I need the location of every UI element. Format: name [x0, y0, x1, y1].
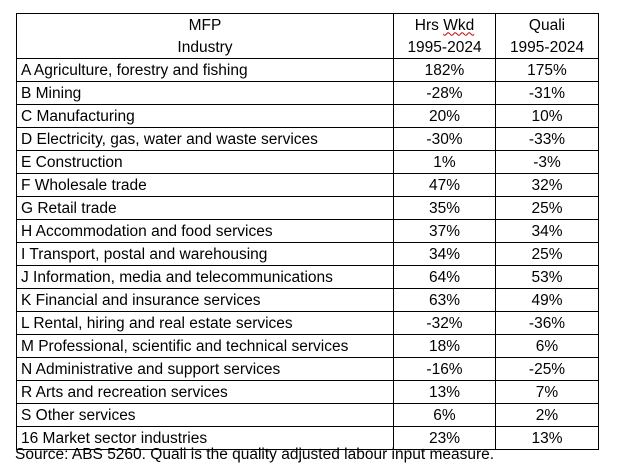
source-note: Source: ABS 5260. Quali is the quality a… [15, 446, 495, 463]
hrs-wkd-cell: 18% [393, 334, 496, 358]
industry-cell: I Transport, postal and warehousing [16, 242, 394, 266]
industry-cell: A Agriculture, forestry and fishing [16, 58, 394, 82]
table-row: D Electricity, gas, water and waste serv… [16, 127, 599, 151]
hrs-wkd-cell: -32% [393, 311, 496, 335]
table-row: I Transport, postal and warehousing 34% 25… [16, 242, 599, 266]
industry-cell: J Information, media and telecommunicati… [16, 265, 394, 289]
header-hrs-period: 1995-2024 [393, 36, 496, 59]
hrs-wkd-cell: 35% [393, 196, 496, 220]
hrs-wkd-cell: 20% [393, 104, 496, 128]
table-row: K Financial and insurance services 63% 49% [16, 288, 599, 312]
hrs-wkd-cell: 182% [393, 58, 496, 82]
quali-cell: -36% [495, 311, 599, 335]
header-hrs-wkd: Hrs Wkd [393, 13, 496, 36]
header-quali-period: 1995-2024 [495, 36, 599, 59]
quali-cell: 7% [495, 380, 599, 404]
table-row: A Agriculture, forestry and fishing 182% 1… [16, 58, 599, 82]
industry-cell: 16 Market sector industries [16, 426, 394, 450]
industry-cell: S Other services [16, 403, 394, 427]
quali-cell: 25% [495, 196, 599, 220]
quali-cell: 13% [495, 426, 599, 450]
industry-cell: B Mining [16, 81, 394, 105]
industry-cell: K Financial and insurance services [16, 288, 394, 312]
quali-cell: 49% [495, 288, 599, 312]
hrs-wkd-cell: 13% [393, 380, 496, 404]
quali-cell: 175% [495, 58, 599, 82]
hrs-wkd-cell: 64% [393, 265, 496, 289]
industry-cell: H Accommodation and food services [16, 219, 394, 243]
table-row: B Mining -28% -31% [16, 81, 599, 105]
table-row: F Wholesale trade 47% 32% [16, 173, 599, 197]
hrs-wkd-cell: 47% [393, 173, 496, 197]
header-row-top: MFP Hrs Wkd Quali [16, 13, 599, 36]
industry-cell: C Manufacturing [16, 104, 394, 128]
hrs-wkd-cell: 23% [393, 426, 496, 450]
quali-cell: -25% [495, 357, 599, 381]
quali-cell: -31% [495, 81, 599, 105]
table-row: H Accommodation and food services 37% 34% [16, 219, 599, 243]
hrs-wkd-cell: 63% [393, 288, 496, 312]
industry-cell: N Administrative and support services [16, 357, 394, 381]
industry-cell: E Construction [16, 150, 394, 174]
quali-cell: 53% [495, 265, 599, 289]
header-industry: Industry [16, 36, 394, 59]
header-hrs-prefix: Hrs [414, 16, 439, 34]
hrs-wkd-cell: -28% [393, 81, 496, 105]
hrs-wkd-cell: 6% [393, 403, 496, 427]
table-row: G Retail trade 35% 25% [16, 196, 599, 220]
table-row: J Information, media and telecommunicati… [16, 265, 599, 289]
quali-cell: 25% [495, 242, 599, 266]
quali-cell: -33% [495, 127, 599, 151]
quali-cell: -3% [495, 150, 599, 174]
industry-cell: R Arts and recreation services [16, 380, 394, 404]
industry-cell: L Rental, hiring and real estate service… [16, 311, 394, 335]
industry-cell: F Wholesale trade [16, 173, 394, 197]
header-quali: Quali [495, 13, 599, 36]
table-row: M Professional, scientific and technical… [16, 334, 599, 358]
quali-cell: 6% [495, 334, 599, 358]
cropped-caption-strip [0, 0, 617, 12]
table-row: E Construction 1% -3% [16, 150, 599, 174]
table-row: L Rental, hiring and real estate service… [16, 311, 599, 335]
industry-cell: G Retail trade [16, 196, 394, 220]
hrs-wkd-cell: 37% [393, 219, 496, 243]
header-hrs-word: Wkd [443, 16, 475, 34]
header-row-bottom: Industry 1995-2024 1995-2024 [16, 36, 599, 59]
table-row: C Manufacturing 20% 10% [16, 104, 599, 128]
table-row: R Arts and recreation services 13% 7% [16, 380, 599, 404]
quali-cell: 10% [495, 104, 599, 128]
quali-cell: 34% [495, 219, 599, 243]
hrs-wkd-cell: -16% [393, 357, 496, 381]
industry-cell: D Electricity, gas, water and waste serv… [16, 127, 394, 151]
hrs-wkd-cell: 34% [393, 242, 496, 266]
quali-cell: 32% [495, 173, 599, 197]
mfp-table: MFP Hrs Wkd Quali Industry 1995-2024 199… [16, 13, 599, 450]
hrs-wkd-cell: 1% [393, 150, 496, 174]
hrs-wkd-cell: -30% [393, 127, 496, 151]
header-mfp: MFP [16, 13, 394, 36]
quali-cell: 2% [495, 403, 599, 427]
table-row: S Other services 6% 2% [16, 403, 599, 427]
industry-cell: M Professional, scientific and technical… [16, 334, 394, 358]
table-row: 16 Market sector industries 23% 13% [16, 426, 599, 450]
table-row: N Administrative and support services -16… [16, 357, 599, 381]
